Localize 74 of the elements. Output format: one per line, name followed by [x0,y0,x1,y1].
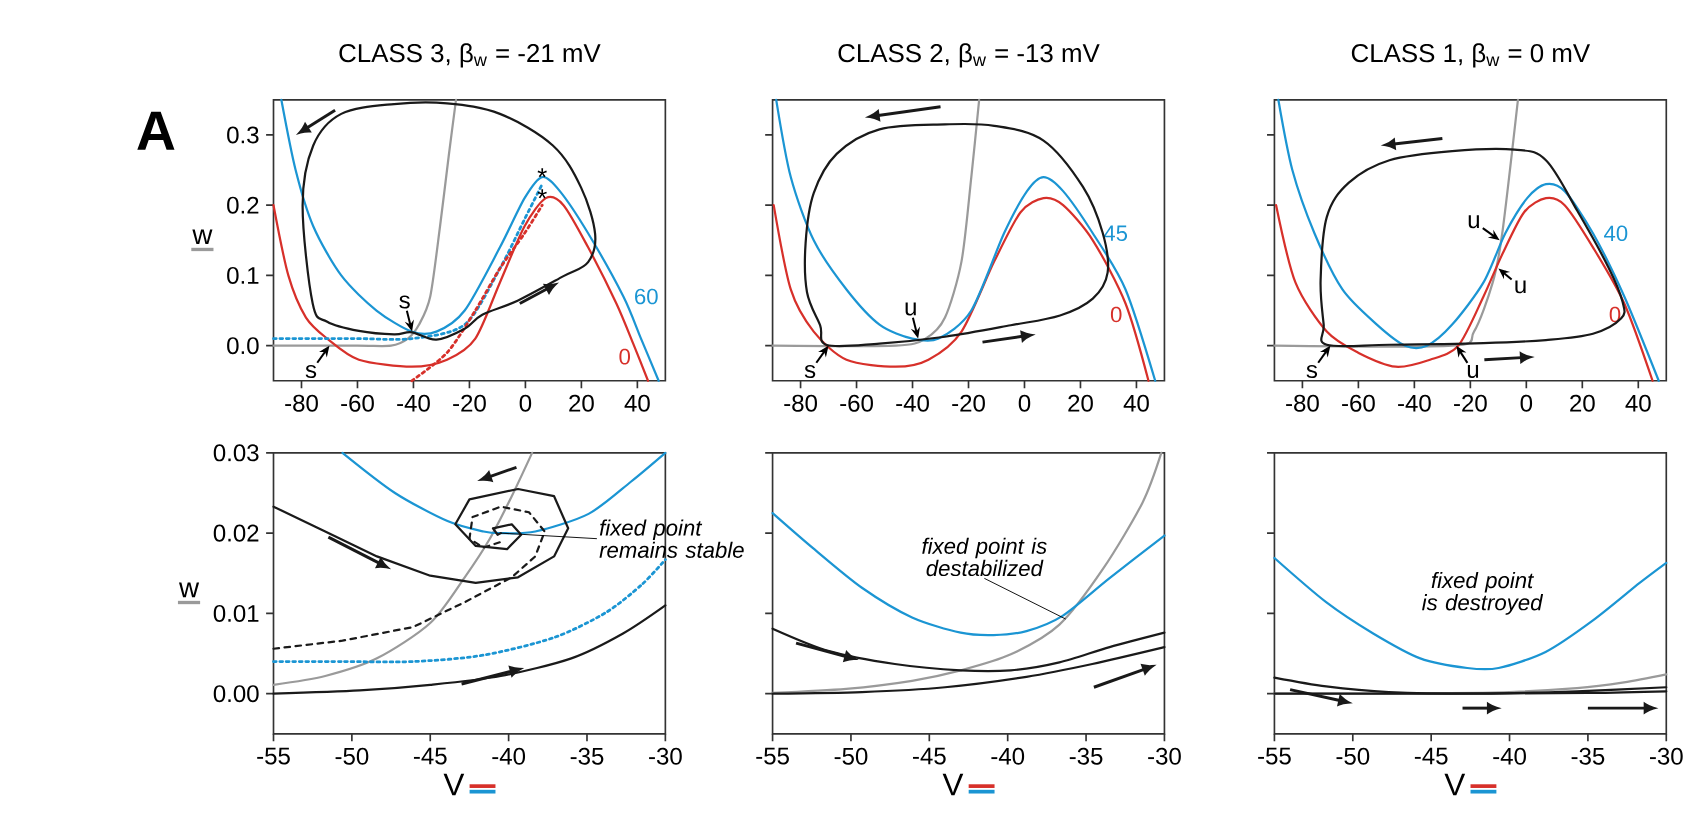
x-tick-label: -55 [756,747,789,765]
annotation: fixed point is destroyed [1422,571,1544,615]
x-axis-title: V [1444,773,1466,796]
x-tick-label: -45 [1414,747,1448,765]
x-tick-label: -20 [1454,394,1487,412]
x-tick-label: -80 [285,394,318,412]
annotation: u [905,302,916,316]
annotation: * [537,168,547,178]
x-tick-label: -40 [397,394,430,412]
x-tick-label: -30 [1649,747,1683,765]
x-tick-label: 40 [624,394,650,412]
annotation: u [1467,364,1479,378]
y-tick-label: 0.0 [227,337,259,355]
x-tick-label: -50 [834,747,868,765]
x-tick-label: 0 [519,394,532,412]
x-tick-label: -35 [1571,747,1605,765]
text: A [137,111,175,150]
x-tick-label: -55 [1258,747,1291,765]
x-tick-label: -60 [341,394,374,412]
x-tick-label: -40 [896,394,929,412]
series-label: 40 [1604,225,1628,241]
x-tick-label: 40 [1123,394,1149,412]
x-tick-label: -80 [1286,394,1319,412]
x-tick-label: -20 [952,394,985,412]
x-tick-label: -20 [453,394,486,412]
x-tick-label: 20 [1068,394,1093,412]
annotation: fixed point is destabilized [922,537,1047,577]
x-tick-label: -60 [1342,394,1375,412]
y-tick-label: 0.02 [213,524,259,542]
chart-title: CLASS 2, β$_{w}$ = -13 mV [838,43,1100,68]
x-tick-label: 0 [1018,394,1031,412]
x-tick-label: -40 [991,747,1025,765]
series-label: 0 [619,348,631,365]
annotation: s [305,364,317,378]
series-label: 45 [1103,225,1128,241]
x-tick-label: -30 [1148,747,1181,765]
y-tick-label: 0.03 [213,444,259,462]
x-tick-label: 20 [1570,394,1595,412]
x-axis-title: V [942,773,964,796]
series-label: 0 [1609,306,1621,323]
x-tick-label: 20 [569,394,594,412]
annotation: s [1306,364,1318,378]
y-axis-title: w [178,582,200,598]
x-tick-label: -40 [1398,394,1431,412]
x-tick-label: -45 [413,747,447,765]
y-tick-label: 0.1 [227,266,259,284]
series-label: 60 [635,288,658,305]
x-tick-label: -50 [1336,747,1370,765]
x-axis-title: V [443,773,465,796]
y-tick-label: 0.01 [213,604,259,622]
x-tick-label: 0 [1520,394,1533,412]
x-tick-label: -35 [570,747,604,765]
x-tick-label: -40 [1493,747,1526,765]
x-tick-label: -30 [649,747,682,765]
annotation: s [804,364,816,378]
series-label: 0 [1110,306,1122,323]
chart-title: CLASS 1, β$_{w}$ = 0 mV [1351,43,1591,68]
x-tick-label: -35 [1069,747,1103,765]
x-tick-label: -40 [492,747,526,765]
x-tick-label: -50 [335,747,369,765]
annotation: u [1515,280,1526,294]
x-tick-label: -60 [840,394,873,412]
x-tick-label: 40 [1625,394,1651,412]
x-tick-label: -80 [784,394,817,412]
y-tick-label: 0.2 [227,196,259,214]
y-tick-label: 0.3 [227,126,259,144]
chart-title: CLASS 3, β$_{w}$ = -21 mV [339,43,601,68]
y-tick-label: 0.00 [213,685,259,703]
annotation: s [399,295,410,309]
y-axis-title: w [192,229,213,244]
annotation: u [1468,215,1479,229]
x-tick-label: -55 [257,747,290,765]
x-tick-label: -45 [913,747,946,765]
annotation: * [537,189,547,199]
